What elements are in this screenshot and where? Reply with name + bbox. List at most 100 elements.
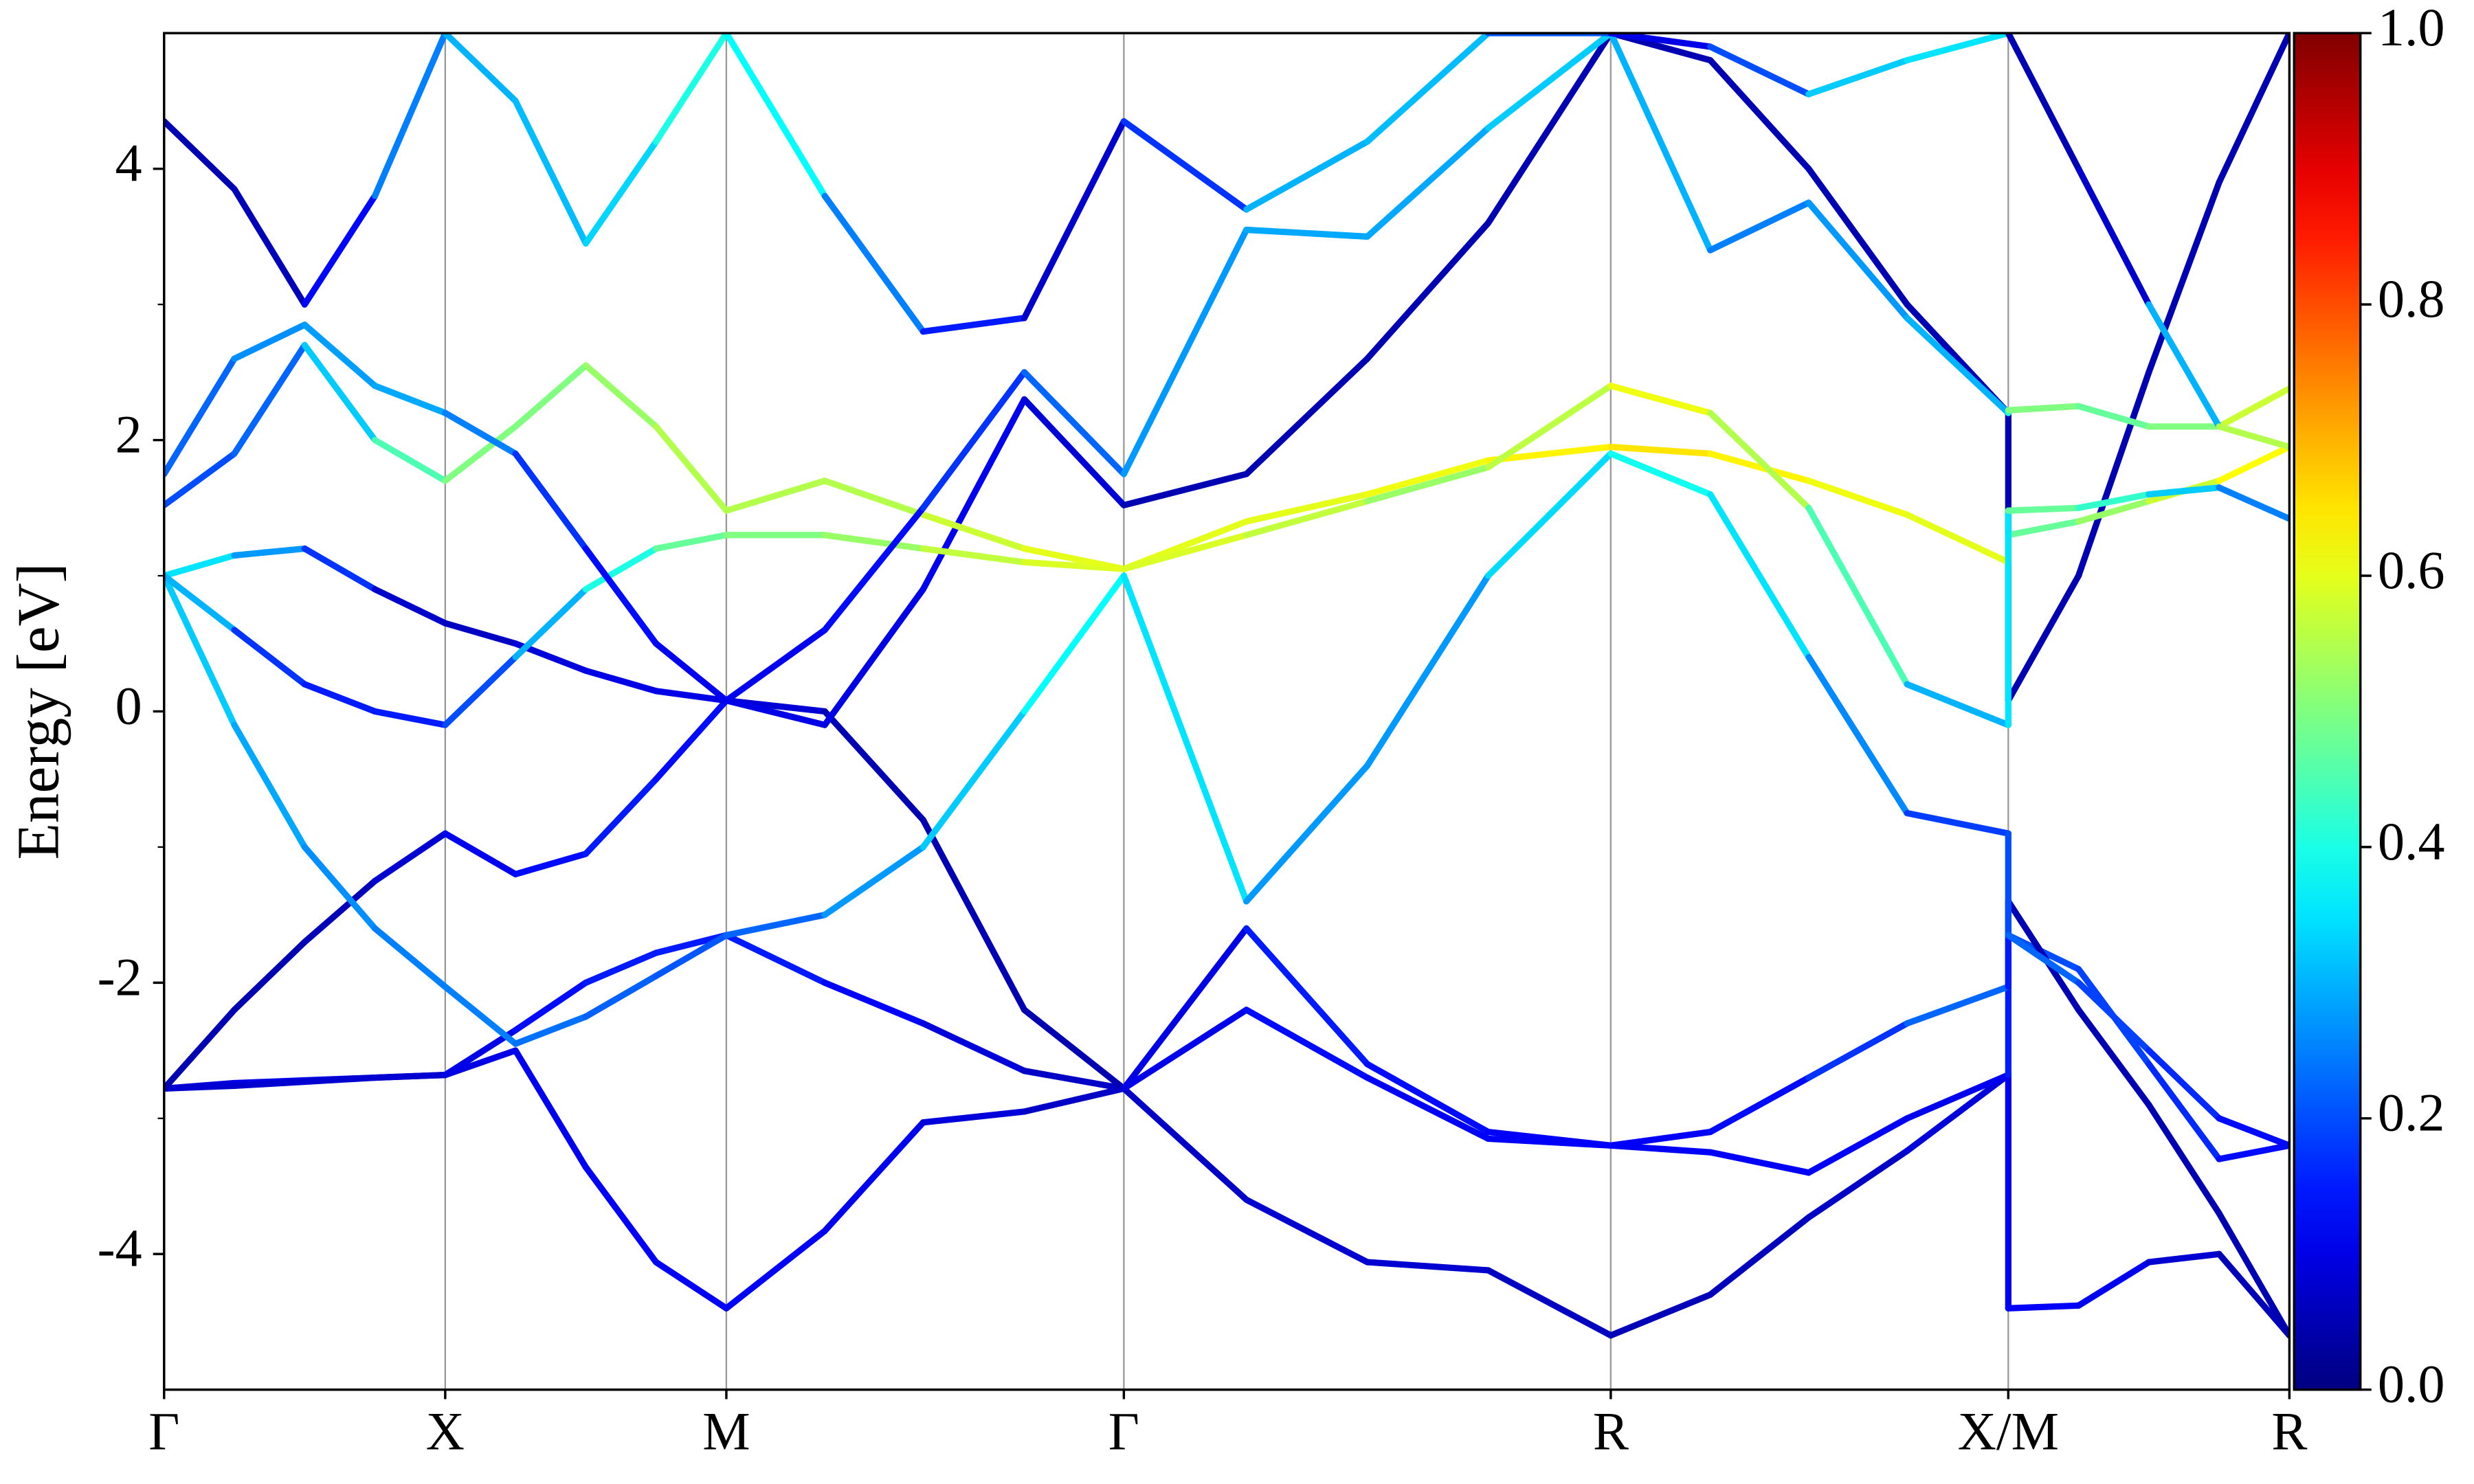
band-segment <box>2005 504 2082 514</box>
x-tick-label: X/M <box>1958 1402 2059 1461</box>
axes-layer: Γ X M Γ R X/M R -4 -2 0 2 4 0.0 0.2 0.4 0.6 0.8 1.0 <box>98 0 2445 1461</box>
band-segment <box>1904 809 2011 837</box>
band-segment <box>1484 33 1614 132</box>
band-segment <box>371 1072 449 1081</box>
band-segment <box>1120 117 1250 213</box>
band-segment <box>1021 1007 1127 1092</box>
band-segment <box>442 409 519 457</box>
band-segment <box>2216 1115 2290 1149</box>
band-segment <box>1805 653 1910 817</box>
band-segment <box>1805 1115 1910 1176</box>
band-segment <box>920 1020 1028 1075</box>
band-segment <box>653 1259 730 1312</box>
x-tick-label: R <box>1593 1402 1629 1461</box>
band-layer <box>164 33 2290 1339</box>
band-segment <box>2216 1250 2290 1339</box>
band-segment <box>1120 226 1250 477</box>
band-segment <box>371 586 449 627</box>
band-segment <box>1364 1259 1492 1274</box>
band-segment <box>1607 450 1714 498</box>
band-segment <box>653 423 730 514</box>
band-segment <box>1484 382 1614 471</box>
band-segment <box>2146 301 2222 430</box>
band-segment <box>2075 1259 2152 1309</box>
band-segment <box>512 586 589 661</box>
band-segment <box>653 932 730 980</box>
band-segment <box>582 1164 660 1266</box>
band-segment <box>1904 1072 2011 1154</box>
band-segment <box>723 477 828 514</box>
band-segment <box>1607 443 1714 457</box>
band-segment <box>653 532 730 552</box>
band-segment <box>1805 199 1910 322</box>
band-segment <box>231 341 308 457</box>
band-segment <box>301 341 379 444</box>
band-segment <box>821 532 926 552</box>
band-segment <box>821 477 926 518</box>
band-segment <box>231 1078 308 1090</box>
band-segment <box>164 450 238 508</box>
band-segment <box>1243 226 1371 240</box>
band-segment <box>821 586 926 728</box>
band-segment <box>231 721 308 851</box>
band-segment <box>512 979 589 1034</box>
x-tick-label: R <box>2271 1402 2307 1461</box>
band-segment <box>582 138 660 247</box>
band-segment <box>1607 1291 1714 1339</box>
y-tick-label: -2 <box>98 947 142 1007</box>
band-segment <box>1904 1072 2011 1122</box>
band-segment <box>1707 43 1812 98</box>
band-segment <box>442 653 519 728</box>
band-segment <box>1364 33 1492 145</box>
band-segment <box>301 681 379 715</box>
band-segment <box>2146 1101 2222 1217</box>
band-segment <box>582 949 660 986</box>
band-segment <box>1120 532 1250 572</box>
band-segment <box>1805 477 1910 518</box>
band-segment <box>1805 1147 1910 1221</box>
band-segment <box>442 983 519 1047</box>
band-segment <box>512 98 589 247</box>
band-segment <box>653 932 730 956</box>
band-segment <box>231 545 308 559</box>
band-segment <box>582 972 660 1020</box>
band-segment <box>1607 1128 1714 1149</box>
band-segment <box>2075 1007 2152 1108</box>
band-segment <box>1607 382 1714 416</box>
band-segment <box>2005 518 2082 539</box>
band-segment <box>1707 199 1812 254</box>
x-tick-label: X <box>426 1402 465 1461</box>
band-segment <box>1243 491 1371 525</box>
band-segment <box>821 1119 926 1235</box>
band-segment <box>1120 1007 1250 1092</box>
band-segment <box>582 776 660 857</box>
band-segment <box>2005 1302 2082 1312</box>
band-segment <box>1484 33 1614 227</box>
band-segment <box>301 844 379 932</box>
band-segment <box>1484 450 1614 579</box>
band-segment <box>442 620 519 647</box>
band-segment <box>512 1047 589 1171</box>
band-segment <box>1484 1128 1614 1149</box>
band-segment <box>582 545 660 647</box>
band-segment <box>371 382 449 416</box>
band-segment <box>1243 762 1371 905</box>
band-segment <box>1120 1085 1250 1203</box>
band-segment <box>2216 33 2290 186</box>
band-segment <box>1805 57 1910 98</box>
colorbar-tick-label: 0.2 <box>2378 1083 2445 1143</box>
band-segment <box>920 511 1028 552</box>
band-segment <box>821 504 926 633</box>
band-segment <box>2075 497 2152 525</box>
band-segment <box>1904 33 2011 64</box>
band-segment <box>2146 484 2222 498</box>
band-segment <box>582 362 660 430</box>
band-segment <box>1243 138 1371 213</box>
y-tick-label: 4 <box>115 133 142 193</box>
x-tick-label: M <box>702 1402 750 1461</box>
band-segment <box>1707 409 1812 511</box>
band-segment <box>653 688 730 704</box>
band-segment <box>512 851 589 877</box>
band-segment <box>582 545 660 593</box>
